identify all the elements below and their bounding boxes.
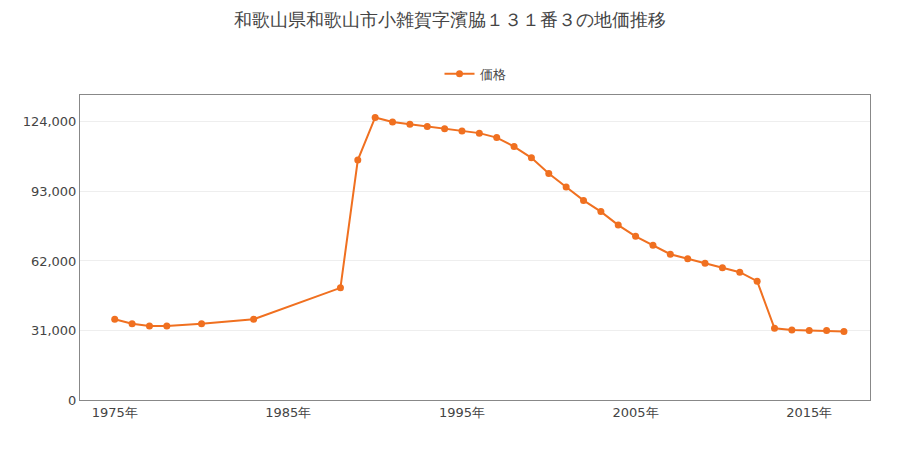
svg-text:和歌山県和歌山市小雑賀字濱脇１３１番３の地価推移: 和歌山県和歌山市小雑賀字濱脇１３１番３の地価推移 (234, 9, 666, 30)
svg-text:2005年: 2005年 (613, 405, 659, 420)
svg-text:価格: 価格 (480, 67, 506, 82)
svg-text:2015年: 2015年 (786, 405, 832, 420)
svg-text:31,000: 31,000 (31, 323, 77, 338)
svg-text:0: 0 (68, 393, 76, 408)
svg-text:62,000: 62,000 (31, 254, 77, 269)
svg-text:1995年: 1995年 (439, 405, 485, 420)
svg-text:93,000: 93,000 (31, 184, 77, 199)
svg-text:124,000: 124,000 (23, 114, 77, 129)
svg-text:1985年: 1985年 (265, 405, 311, 420)
svg-text:1975年: 1975年 (92, 405, 138, 420)
